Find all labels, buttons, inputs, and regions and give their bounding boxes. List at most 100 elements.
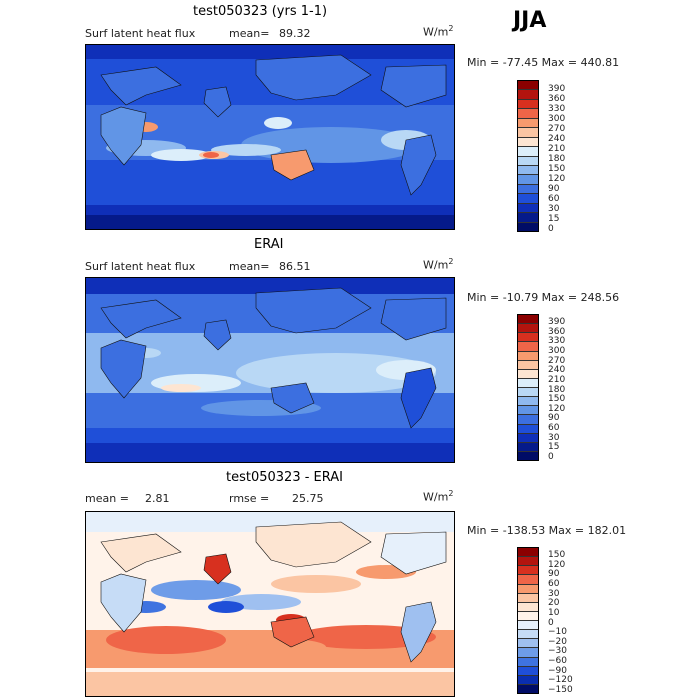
panel-3-title: test050323 - ERAI xyxy=(226,470,343,485)
panel-3-colorbar-swatch xyxy=(518,566,538,576)
panel-2-colorbar-tick-label: 60 xyxy=(548,423,560,434)
panel-2-minmax: Min = -10.79 Max = 248.56 xyxy=(467,291,620,304)
panel-2-colorbar-swatch xyxy=(518,397,538,407)
panel-1-colorbar-swatch xyxy=(518,118,538,129)
panel-2-colorbar-tick-label: 210 xyxy=(548,374,566,385)
panel-3-colorbar-tick-label: 90 xyxy=(548,569,560,580)
panel-1-colorbar-tick-label: 300 xyxy=(548,114,566,124)
panel-2-colorbar-swatch xyxy=(518,351,538,361)
panel-2-colorbar xyxy=(517,314,539,461)
panel-2-colorbar-swatch xyxy=(518,369,538,379)
panel-1-colorbar-tick-label: 30 xyxy=(548,204,560,214)
panel-2-colorbar-swatch xyxy=(518,442,538,452)
panel-3-colorbar-swatch xyxy=(518,630,538,640)
panel-1-minmax: Min = -77.45 Max = 440.81 xyxy=(467,56,620,69)
panel-3-colorbar-tick-label: −10 xyxy=(548,627,567,638)
panel-1-colorbar-swatch xyxy=(518,213,538,223)
panel-1-colorbar-swatch xyxy=(518,222,538,231)
panel-1-colorbar-tick-label: 0 xyxy=(548,224,554,234)
panel-1-colorbar-swatch xyxy=(518,81,538,91)
panel-3-colorbar-swatch xyxy=(518,584,538,594)
panel-2-colorbar-swatch xyxy=(518,433,538,443)
panel-1-colorbar-swatch xyxy=(518,99,538,110)
panel-3-colorbar-tick-label: 120 xyxy=(548,559,566,570)
panel-2-colorbar-swatch xyxy=(518,406,538,416)
panel-3-colorbar-swatch xyxy=(518,575,538,585)
panel-2-colorbar-tick-label: 180 xyxy=(548,384,566,395)
panel-1-title: test050323 (yrs 1-1) xyxy=(193,4,328,19)
panel-2-colorbar-swatch xyxy=(518,415,538,425)
panel-2-colorbar-tick-label: 270 xyxy=(548,355,566,366)
panel-3-colorbar-tick-label: −30 xyxy=(548,646,567,657)
panel-2-units: W/m2 xyxy=(423,257,454,272)
panel-1-colorbar-tick-label: 120 xyxy=(548,174,566,184)
panel-3-rmse-value: 25.75 xyxy=(292,492,324,505)
panel-2-colorbar-swatch xyxy=(518,451,538,460)
panel-2-colorbar-tick-label: 150 xyxy=(548,394,566,405)
panel-1-colorbar-tick-label: 60 xyxy=(548,194,560,204)
panel-1-stat-value: 89.32 xyxy=(279,27,311,40)
panel-2-colorbar-tick-label: 30 xyxy=(548,432,560,443)
panel-1-colorbar-tick-label: 180 xyxy=(548,154,566,164)
panel-3-colorbar-swatch xyxy=(518,648,538,658)
panel-3-colorbar-swatch xyxy=(518,548,538,558)
panel-2-colorbar-swatch xyxy=(518,315,538,325)
panel-2-title: ERAI xyxy=(254,237,284,252)
panel-3-colorbar-swatch xyxy=(518,621,538,631)
panel-3-colorbar-swatch xyxy=(518,666,538,676)
panel-2-colorbar-swatch xyxy=(518,360,538,370)
panel-2-colorbar-tick-label: 0 xyxy=(548,452,554,462)
panel-2-colorbar-swatch xyxy=(518,333,538,343)
panel-3-rmse-label: rmse = xyxy=(229,492,270,505)
panel-3-colorbar-swatch xyxy=(518,593,538,603)
panel-1-colorbar-swatch xyxy=(518,165,538,176)
panel-2-colorbar-tick-label: 330 xyxy=(548,336,566,347)
panel-3-colorbar-swatch xyxy=(518,684,538,693)
panel-3-units: W/m2 xyxy=(423,489,454,504)
panel-2-stat-label: mean= xyxy=(229,260,270,273)
panel-2-colorbar-tick-label: 390 xyxy=(548,317,566,327)
panel-1-colorbar-tick-label: 150 xyxy=(548,164,566,174)
panel-3-colorbar-tick-label: −60 xyxy=(548,656,567,667)
panel-2-colorbar-swatch xyxy=(518,342,538,352)
panel-2-colorbar-tick-label: 240 xyxy=(548,365,566,376)
panel-1-colorbar-swatch xyxy=(518,109,538,119)
panel-3-map-svg xyxy=(86,512,454,696)
panel-3-map xyxy=(85,511,455,697)
panel-3-colorbar xyxy=(517,547,539,694)
panel-2-stat-value: 86.51 xyxy=(279,260,311,273)
panel-3-colorbar-tick-label: −120 xyxy=(548,675,573,686)
panel-3-colorbar-tick-label: −20 xyxy=(548,636,567,647)
panel-1-colorbar-swatch xyxy=(518,175,538,185)
panel-1-colorbar-swatch xyxy=(518,147,538,157)
panel-3-colorbar-swatch xyxy=(518,657,538,667)
panel-1-units: W/m2 xyxy=(423,24,454,39)
panel-3-colorbar-tick-label: −150 xyxy=(548,685,573,695)
panel-1-colorbar-swatch xyxy=(518,203,538,214)
panel-3-colorbar-swatch xyxy=(518,639,538,649)
panel-3-colorbar-swatch xyxy=(518,557,538,567)
panel-2-colorbar-swatch xyxy=(518,378,538,388)
panel-2-map xyxy=(85,277,455,463)
panel-1-colorbar xyxy=(517,80,539,232)
panel-1-colorbar-tick-label: 390 xyxy=(548,84,566,94)
panel-1-colorbar-tick-label: 15 xyxy=(548,214,560,224)
panel-2-colorbar-tick-label: 90 xyxy=(548,413,560,424)
panel-3-mean-value: 2.81 xyxy=(145,492,170,505)
panel-2-colorbar-tick-label: 15 xyxy=(548,442,560,453)
panel-3-colorbar-tick-label: 150 xyxy=(548,550,566,560)
panel-1-colorbar-swatch xyxy=(518,184,538,195)
panel-2-colorbar-swatch xyxy=(518,324,538,334)
panel-3-colorbar-tick-label: 20 xyxy=(548,598,560,609)
panel-2-colorbar-swatch xyxy=(518,388,538,398)
panel-3-mean-label: mean = xyxy=(85,492,129,505)
panel-3-colorbar-tick-label: 30 xyxy=(548,588,560,599)
panel-3-colorbar-tick-label: 10 xyxy=(548,607,560,618)
panel-1-map-svg xyxy=(86,45,454,229)
panel-1-colorbar-swatch xyxy=(518,156,538,166)
panel-2-colorbar-tick-label: 120 xyxy=(548,403,566,414)
panel-1-colorbar-tick-label: 90 xyxy=(548,184,560,194)
season-label: JJA xyxy=(513,8,547,33)
panel-1-colorbar-tick-label: 360 xyxy=(548,94,566,104)
panel-3-minmax: Min = -138.53 Max = 182.01 xyxy=(467,524,627,537)
